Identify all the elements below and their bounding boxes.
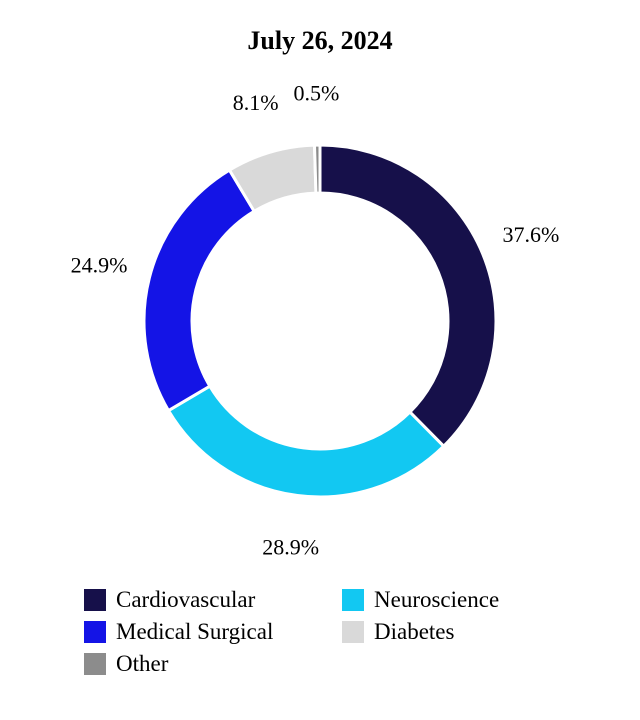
data-label-other: 0.5% <box>294 81 340 106</box>
legend-item-medical-surgical: Medical Surgical <box>84 617 273 647</box>
legend-label-medical-surgical: Medical Surgical <box>116 619 274 644</box>
slice-cardiovascular <box>318 143 498 449</box>
slice-neuroscience <box>166 384 446 499</box>
legend-label-diabetes: Diabetes <box>374 619 455 644</box>
legend-item-neuroscience: Neuroscience <box>342 585 499 615</box>
legend-swatch-cardiovascular <box>84 589 106 611</box>
legend-label-other: Other <box>116 651 169 676</box>
slice-other <box>312 143 322 195</box>
legend-item-cardiovascular: Cardiovascular <box>84 585 255 615</box>
legend-swatch-medical-surgical <box>84 621 106 643</box>
data-label-medical-surgical: 24.9% <box>71 252 128 277</box>
chart-title: July 26, 2024 <box>247 26 393 55</box>
legend-item-diabetes: Diabetes <box>342 617 454 647</box>
legend-swatch-neuroscience <box>342 589 364 611</box>
legend-label-cardiovascular: Cardiovascular <box>116 587 256 612</box>
data-label-diabetes: 8.1% <box>233 90 279 115</box>
donut-chart: 37.6% 28.9% 24.9% 8.1% 0.5% <box>71 81 560 560</box>
legend-label-neuroscience: Neuroscience <box>374 587 500 612</box>
legend-swatch-other <box>84 653 106 675</box>
legend-item-other: Other <box>84 649 168 679</box>
data-label-neuroscience: 28.9% <box>262 535 319 560</box>
data-label-cardiovascular: 37.6% <box>503 222 560 247</box>
legend-swatch-diabetes <box>342 621 364 643</box>
slice-medical-surgical <box>142 168 257 413</box>
